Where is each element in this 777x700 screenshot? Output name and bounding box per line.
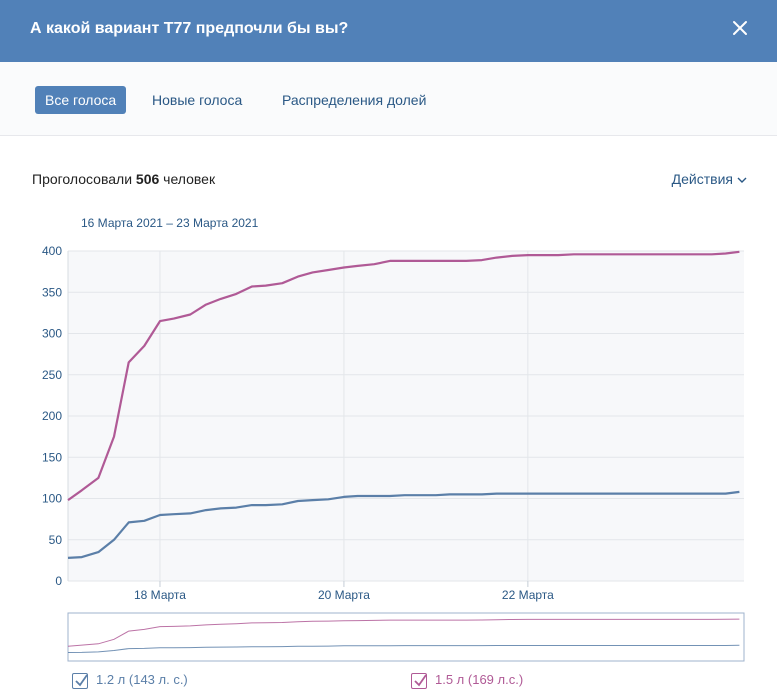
x-tick-label: 20 Марта [318,588,370,602]
x-tick-label: 18 Марта [134,588,186,602]
chevron-down-icon [737,171,747,187]
series-1-checkbox[interactable] [72,672,88,689]
series-2-nav-line [67,618,740,647]
votes-chart: 0 50 100 150 200 250 300 350 400 18 Марта 20 Март… [42,244,745,662]
y-tick-label: 100 [42,492,62,506]
chart-navigator[interactable] [67,612,745,662]
summary-prefix: Проголосовали [32,171,133,187]
series-2-checkbox[interactable] [411,672,427,689]
chart-lines [67,250,740,559]
series-2-label: 1.5 л (169 л.с.) [435,672,524,687]
series-1-label: 1.2 л (143 л. с.) [96,672,188,687]
navigator-lines [67,618,740,653]
x-tick-label: 22 Марта [502,588,554,602]
actions-dropdown[interactable]: Действия [672,171,747,187]
y-tick-label: 150 [42,450,62,464]
votes-count: 506 [135,171,160,187]
y-tick-label: 350 [42,285,62,299]
tab-all-votes[interactable]: Все голоса [35,86,127,114]
y-tick-label: 400 [42,244,62,258]
date-range: 16 Марта 2021 – 23 Марта 2021 [81,216,259,230]
series-1-nav-line [67,644,740,653]
series-1-line [67,490,740,559]
tab-new-votes[interactable]: Новые голоса [152,92,243,108]
chart-grid [67,250,744,582]
close-icon[interactable] [731,19,749,37]
summary-suffix: человек [163,171,216,187]
modal-title: А какой вариант Т77 предпочли бы вы? [30,20,349,37]
modal-header: А какой вариант Т77 предпочли бы вы? [0,0,777,62]
actions-label: Действия [671,171,733,187]
tabs-bar: Все голоса Новые голоса Распределения до… [0,62,777,136]
series-2-line [67,250,740,501]
y-tick-label: 250 [42,368,62,382]
y-tick-label: 200 [42,409,62,423]
votes-summary: Проголосовали 506 человек [32,171,215,187]
y-tick-label: 50 [49,533,63,547]
x-axis: 18 Марта 20 Марта 22 Марта [134,581,554,602]
y-tick-label: 300 [42,327,62,341]
y-tick-label: 0 [55,574,62,588]
legend-item-series-2[interactable]: 1.5 л (169 л.с.) [411,672,523,689]
legend-item-series-1[interactable]: 1.2 л (143 л. с.) [72,672,188,689]
y-axis: 0 50 100 150 200 250 300 350 400 [42,244,62,588]
tab-share-distribution[interactable]: Распределения долей [282,92,427,108]
